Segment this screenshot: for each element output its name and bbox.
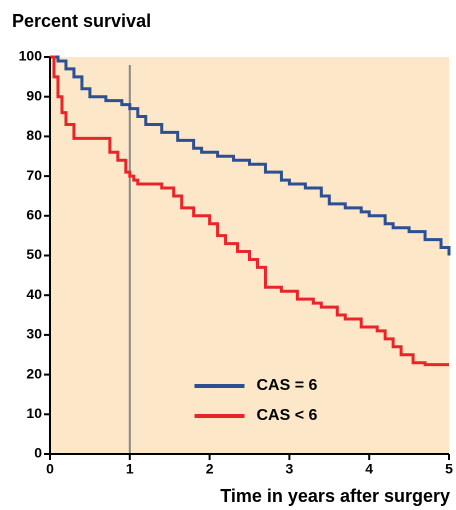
x-tick-label: 1: [126, 461, 134, 477]
x-tick-label: 3: [286, 461, 294, 477]
x-tick-label: 2: [206, 461, 214, 477]
y-tick-label: 70: [26, 167, 42, 183]
y-tick-label: 10: [26, 405, 42, 421]
x-tick-label: 0: [46, 461, 54, 477]
x-axis-label: Time in years after surgery: [220, 486, 450, 506]
y-tick-label: 20: [26, 365, 42, 381]
survival-line: [50, 55, 451, 256]
y-tick-label: 90: [26, 87, 42, 103]
y-tick-label: 80: [26, 127, 42, 143]
y-tick-label: 0: [34, 445, 42, 461]
legend-label: CAS = 6: [257, 377, 318, 394]
y-tick-label: 30: [26, 326, 42, 342]
legend-label: CAS < 6: [257, 407, 318, 424]
y-tick-label: 100: [19, 48, 43, 64]
x-tick-label: 5: [445, 461, 453, 477]
chart-title: Percent survival: [12, 11, 151, 31]
y-tick-label: 60: [26, 207, 42, 223]
survival-line: [50, 55, 449, 367]
y-tick-label: 50: [26, 246, 42, 262]
y-tick-label: 40: [26, 286, 42, 302]
x-tick-label: 4: [365, 461, 373, 477]
